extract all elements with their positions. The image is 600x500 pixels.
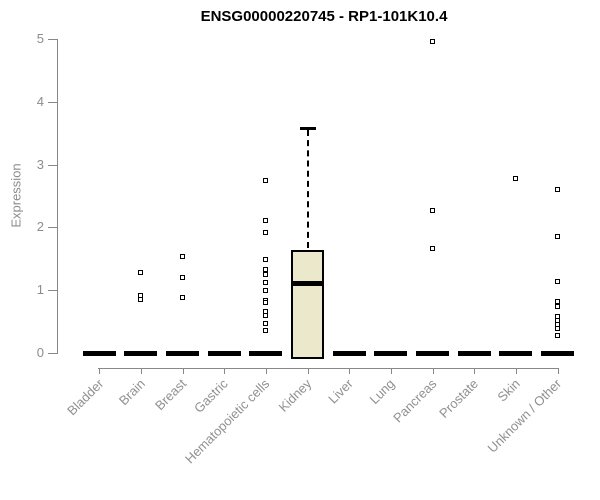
x-tick bbox=[432, 368, 434, 374]
outlier-point bbox=[429, 245, 435, 251]
x-tick bbox=[182, 368, 184, 374]
outlier-point bbox=[262, 257, 268, 263]
whisker-cap bbox=[299, 127, 316, 131]
outlier-point bbox=[554, 333, 560, 339]
box bbox=[291, 250, 325, 359]
outlier-point bbox=[429, 39, 435, 45]
y-tick bbox=[48, 227, 57, 229]
outlier-point bbox=[179, 294, 185, 300]
zero-median-bar bbox=[166, 350, 200, 356]
zero-median-bar bbox=[207, 350, 241, 356]
y-axis-line bbox=[57, 39, 58, 354]
x-tick-label: Pancreas bbox=[389, 376, 440, 426]
y-tick-label: 5 bbox=[36, 31, 44, 46]
outlier-point bbox=[262, 300, 268, 306]
outlier-point bbox=[554, 326, 560, 332]
outlier-point bbox=[262, 230, 268, 236]
outlier-point bbox=[262, 218, 268, 224]
x-tick-label: Brain bbox=[115, 376, 148, 409]
zero-median-bar bbox=[541, 350, 575, 356]
outlier-point bbox=[554, 304, 560, 310]
outlier-point bbox=[262, 312, 268, 318]
x-tick-label: Lung bbox=[366, 376, 398, 408]
outlier-point bbox=[179, 275, 185, 281]
outlier-point bbox=[137, 270, 143, 276]
outlier-point bbox=[262, 321, 268, 327]
outlier-point bbox=[137, 297, 143, 303]
x-tick bbox=[265, 368, 267, 374]
whisker-line bbox=[306, 130, 309, 248]
y-tick-label: 3 bbox=[36, 156, 44, 172]
y-tick-label: 4 bbox=[36, 93, 44, 109]
zero-median-bar bbox=[457, 350, 491, 356]
y-tick bbox=[48, 164, 57, 166]
x-tick-label: Bladder bbox=[63, 376, 106, 419]
outlier-point bbox=[554, 186, 560, 192]
x-tick-label: Breast bbox=[152, 376, 190, 414]
chart-title: ENSG00000220745 - RP1-101K10.4 bbox=[200, 8, 448, 25]
zero-median-bar bbox=[332, 350, 366, 356]
x-axis-line bbox=[98, 368, 559, 369]
x-tick bbox=[349, 368, 351, 374]
y-tick bbox=[48, 290, 57, 292]
y-tick bbox=[48, 101, 57, 103]
y-tick bbox=[48, 353, 57, 354]
outlier-point bbox=[262, 328, 268, 334]
median-line bbox=[291, 281, 325, 287]
x-tick-label: Liver bbox=[325, 376, 356, 407]
zero-median-bar bbox=[416, 350, 450, 356]
outlier-point bbox=[512, 176, 518, 182]
y-tick bbox=[48, 39, 57, 40]
x-tick-label: Gastric bbox=[191, 376, 231, 416]
x-tick bbox=[474, 368, 476, 374]
x-tick-label: Kidney bbox=[275, 376, 315, 415]
x-tick bbox=[224, 368, 226, 374]
y-tick-label: 1 bbox=[36, 282, 44, 298]
outlier-point bbox=[554, 299, 560, 305]
zero-median-bar bbox=[499, 350, 533, 356]
x-tick bbox=[390, 368, 392, 374]
outlier-point bbox=[262, 267, 268, 273]
zero-median-bar bbox=[249, 350, 283, 356]
y-tick-label: 0 bbox=[36, 345, 44, 360]
x-tick-label: Skin bbox=[494, 376, 523, 405]
outlier-point bbox=[429, 208, 435, 214]
outlier-point bbox=[262, 177, 268, 183]
zero-median-bar bbox=[374, 350, 408, 356]
zero-median-bar bbox=[124, 350, 158, 356]
outlier-point bbox=[262, 287, 268, 293]
x-tick bbox=[140, 368, 142, 374]
outlier-point bbox=[179, 253, 185, 259]
y-tick-label: 2 bbox=[36, 219, 44, 235]
x-tick bbox=[515, 368, 517, 374]
outlier-point bbox=[262, 280, 268, 286]
x-tick-label: Prostate bbox=[436, 376, 481, 421]
outlier-point bbox=[554, 233, 560, 239]
x-tick-label: Unknown / Other bbox=[484, 376, 565, 456]
x-tick bbox=[99, 368, 101, 374]
x-tick bbox=[307, 368, 309, 374]
outlier-point bbox=[262, 272, 268, 278]
x-tick bbox=[557, 368, 559, 374]
outlier-point bbox=[554, 279, 560, 285]
zero-median-bar bbox=[82, 350, 116, 356]
